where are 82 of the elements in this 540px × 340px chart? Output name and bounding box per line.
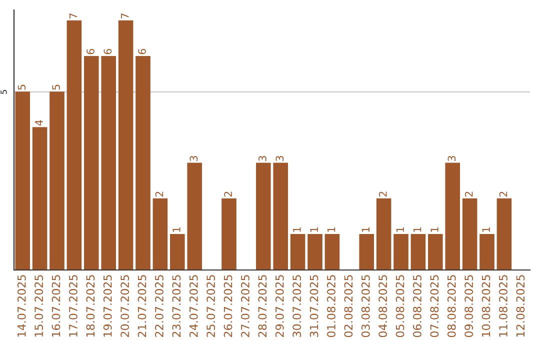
- x-tick-label: 26.07.2025: [224, 275, 232, 337]
- bar: [66, 20, 82, 270]
- data-label: 1: [413, 227, 422, 232]
- bar: [359, 234, 374, 270]
- bar: [15, 92, 30, 270]
- data-label: 6: [104, 48, 112, 54]
- bar: [428, 234, 443, 270]
- bar: [496, 198, 512, 270]
- x-tick-label: 20.07.2025: [120, 275, 130, 337]
- bar: [256, 162, 271, 270]
- data-label: 5: [52, 84, 60, 90]
- bar: [50, 92, 64, 270]
- data-label: 1: [310, 227, 318, 232]
- bar: [445, 162, 460, 270]
- data-label: 2: [378, 192, 387, 197]
- x-tick-label: 30.07.2025: [292, 275, 302, 337]
- x-tick-label: 21.07.2025: [138, 275, 146, 337]
- x-tick-label: 22.07.2025: [155, 275, 164, 337]
- x-tick-label: 27.07.2025: [241, 275, 250, 337]
- bar: [376, 198, 392, 270]
- x-tick-label: 29.07.2025: [275, 275, 284, 337]
- x-tick-label: 01.08.2025: [327, 275, 336, 338]
- x-tick-label: 18.07.2025: [86, 275, 95, 337]
- data-label: 6: [138, 48, 146, 54]
- data-label: 3: [448, 156, 456, 161]
- x-tick-label: 05.08.2025: [396, 275, 404, 338]
- x-tick-label: 15.07.2025: [34, 275, 44, 337]
- x-tick-label: 25.07.2025: [206, 275, 216, 337]
- x-tick-label: 17.07.2025: [69, 275, 78, 337]
- data-label: 3: [258, 156, 266, 161]
- data-label: 1: [327, 227, 336, 232]
- x-tick-label: 10.08.2025: [482, 275, 490, 337]
- data-label: 3: [190, 156, 198, 161]
- bar: [273, 162, 288, 270]
- x-tick-label: 16.07.2025: [52, 275, 60, 337]
- x-tick-label: 14.07.2025: [17, 275, 26, 337]
- x-tick-label: 08.08.2025: [447, 275, 456, 338]
- data-label: 2: [224, 192, 232, 197]
- x-tick-label: 23.07.2025: [172, 275, 181, 337]
- bar: [152, 198, 168, 270]
- bar: [290, 234, 306, 270]
- data-label: 1: [362, 227, 370, 232]
- data-label: 2: [464, 192, 473, 197]
- bar: [101, 56, 116, 270]
- bar: [187, 162, 202, 270]
- data-label: 7: [121, 14, 129, 18]
- x-tick-label: 12.08.2025: [516, 275, 525, 337]
- bar: [394, 234, 408, 270]
- data-label: 5: [18, 84, 26, 90]
- data-label: 3: [276, 156, 284, 161]
- x-tick-label: 02.08.2025: [344, 275, 353, 338]
- bar: [136, 56, 150, 270]
- bar: [480, 234, 494, 270]
- data-label: 7: [69, 14, 78, 18]
- data-label: 1: [396, 227, 404, 232]
- bar: [170, 234, 185, 270]
- x-tick-label: 31.07.2025: [310, 275, 318, 337]
- bar: [324, 234, 340, 270]
- x-tick-label: 28.07.2025: [258, 275, 267, 337]
- x-tick-label: 09.08.2025: [464, 275, 474, 338]
- data-label: 6: [86, 48, 94, 54]
- bar: [222, 198, 236, 270]
- data-label: 2: [499, 192, 508, 197]
- bar: [118, 20, 134, 270]
- bar: [462, 198, 478, 270]
- x-tick-label: 19.07.2025: [103, 275, 112, 337]
- bar: [308, 234, 322, 270]
- x-tick-label: 07.08.2025: [430, 275, 439, 338]
- data-label: 1: [430, 227, 438, 232]
- x-tick-label: 03.08.2025: [361, 275, 370, 338]
- data-label: 1: [172, 227, 180, 232]
- bar: [32, 127, 48, 270]
- x-tick-label: 24.07.2025: [189, 275, 198, 337]
- bar: [84, 56, 99, 270]
- x-tick-label: 06.08.2025: [413, 275, 422, 338]
- data-label: 4: [35, 120, 43, 126]
- bar: [410, 234, 426, 270]
- data-label: 1: [293, 227, 301, 232]
- x-tick-label: 04.08.2025: [378, 275, 388, 338]
- data-label: 1: [482, 227, 490, 232]
- data-label: 2: [155, 192, 164, 197]
- x-tick-label: 11.08.2025: [499, 275, 508, 337]
